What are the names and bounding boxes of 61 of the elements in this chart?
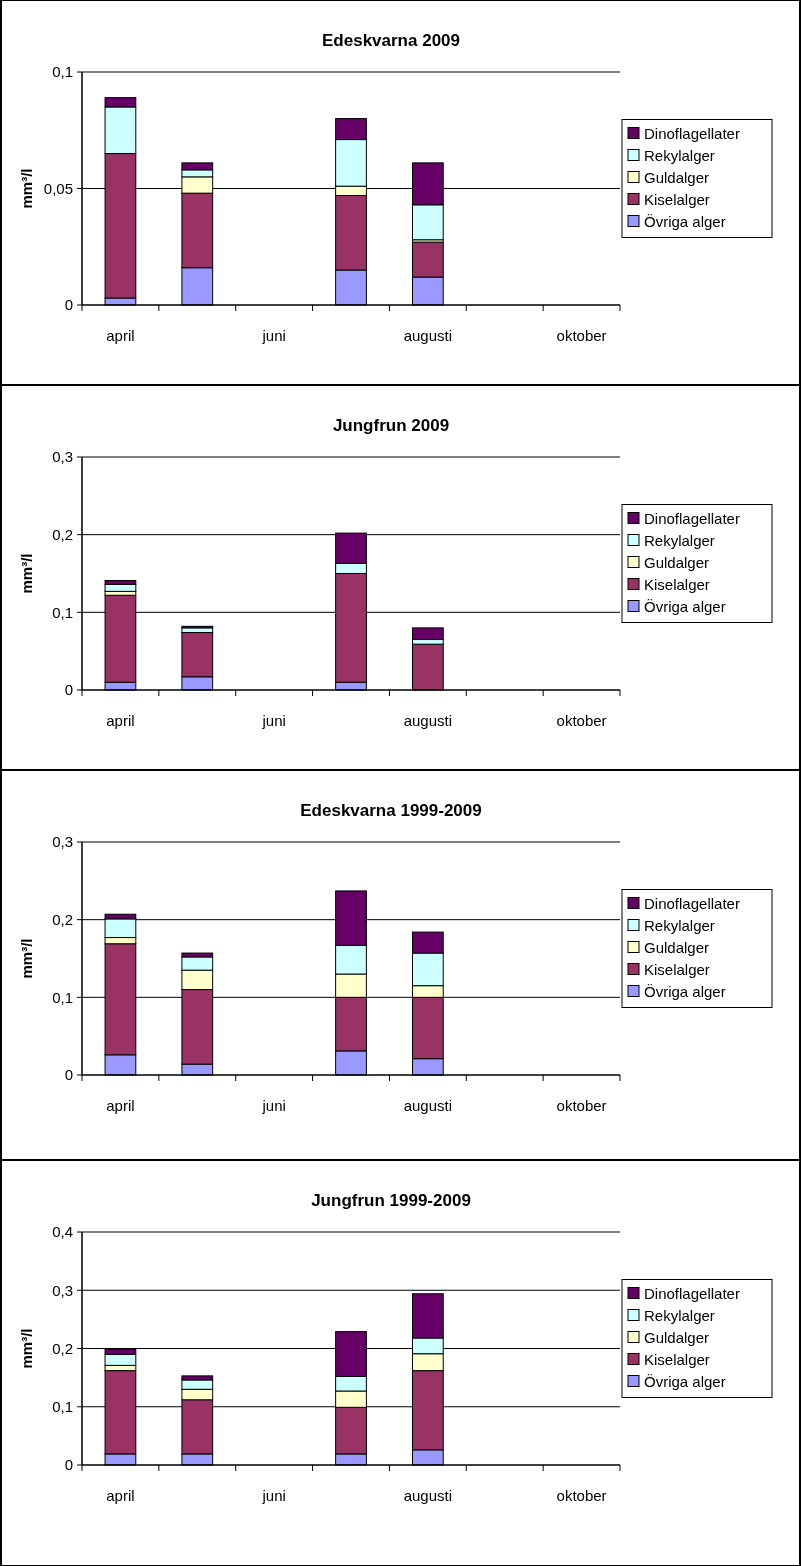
x-tick-label: augusti [403, 327, 453, 344]
y-tick-label: 0 [64, 681, 73, 699]
x-tick-label: april [106, 1487, 135, 1504]
legend-label: Guldalger [644, 553, 710, 571]
x-tick-label: juni [261, 712, 286, 729]
legend-label: Guldalger [644, 938, 710, 956]
x-tick-label: april [106, 712, 135, 729]
legend-label: Dinoflagellater [644, 894, 740, 912]
x-tick-label: juni [261, 1487, 286, 1504]
y-tick-label: 0,2 [52, 1339, 73, 1357]
legend-label: Övriga alger [644, 1372, 726, 1390]
y-tick-label: 0,4 [52, 1223, 73, 1241]
y-tick-label: 0,3 [52, 448, 73, 466]
legend-label: Rekylalger [644, 146, 715, 164]
x-tick-label: juni [261, 327, 286, 344]
legend-label: Rekylalger [644, 1306, 715, 1324]
y-tick-label: 0 [64, 1066, 73, 1084]
y-axis-title: mm³/l [18, 938, 35, 979]
x-tick-label: oktober [556, 1097, 607, 1114]
x-tick-label: oktober [556, 327, 607, 344]
y-tick-label: 0,05 [43, 179, 73, 197]
legend-label: Dinoflagellater [644, 509, 740, 527]
legend-label: Kiselalger [644, 575, 710, 593]
x-tick-label: april [106, 1097, 135, 1114]
bar [411, 627, 444, 641]
y-tick-label: 0,2 [52, 910, 73, 928]
x-tick-label: augusti [403, 712, 453, 729]
legend-label: Guldalger [644, 168, 710, 186]
legend-label: Övriga alger [644, 597, 726, 615]
legend-label: Dinoflagellater [644, 124, 740, 142]
x-tick-label: augusti [403, 1097, 453, 1114]
legend-label: Rekylalger [644, 531, 715, 549]
y-axis-title: mm³/l [18, 553, 35, 594]
x-tick-label: juni [261, 1097, 286, 1114]
y-tick-label: 0 [64, 1456, 73, 1474]
y-tick-label: 0,2 [52, 525, 73, 543]
legend-label: Dinoflagellater [644, 1284, 740, 1302]
legend-label: Guldalger [644, 1328, 710, 1346]
x-tick-label: augusti [403, 1487, 453, 1504]
y-axis-title: mm³/l [18, 168, 35, 209]
x-tick-label: april [106, 327, 135, 344]
y-axis-title: mm³/l [18, 1328, 35, 1369]
y-tick-label: 0,1 [52, 988, 73, 1006]
chart-title: Edeskvarna 2009 [322, 31, 460, 50]
y-tick-label: 0,1 [52, 603, 73, 621]
x-tick-label: oktober [556, 712, 607, 729]
y-tick-label: 0,1 [52, 1398, 73, 1415]
legend-label: Kiselalger [644, 190, 710, 208]
y-tick-label: 0 [64, 296, 73, 314]
chart-title: Edeskvarna 1999-2009 [300, 801, 482, 820]
y-tick-label: 0,3 [52, 1281, 73, 1299]
legend-label: Övriga alger [644, 212, 726, 230]
y-tick-label: 0,3 [52, 833, 73, 851]
legend-label: Kiselalger [644, 960, 710, 978]
chart-title: Jungfrun 1999-2009 [311, 1191, 471, 1210]
chart-title: Jungfrun 2009 [332, 416, 450, 435]
legend-label: Rekylalger [644, 916, 715, 934]
legend-label: Övriga alger [644, 982, 726, 1000]
x-tick-label: oktober [556, 1487, 607, 1504]
y-tick-label: 0,1 [52, 63, 73, 81]
legend-label: Kiselalger [644, 1350, 710, 1368]
